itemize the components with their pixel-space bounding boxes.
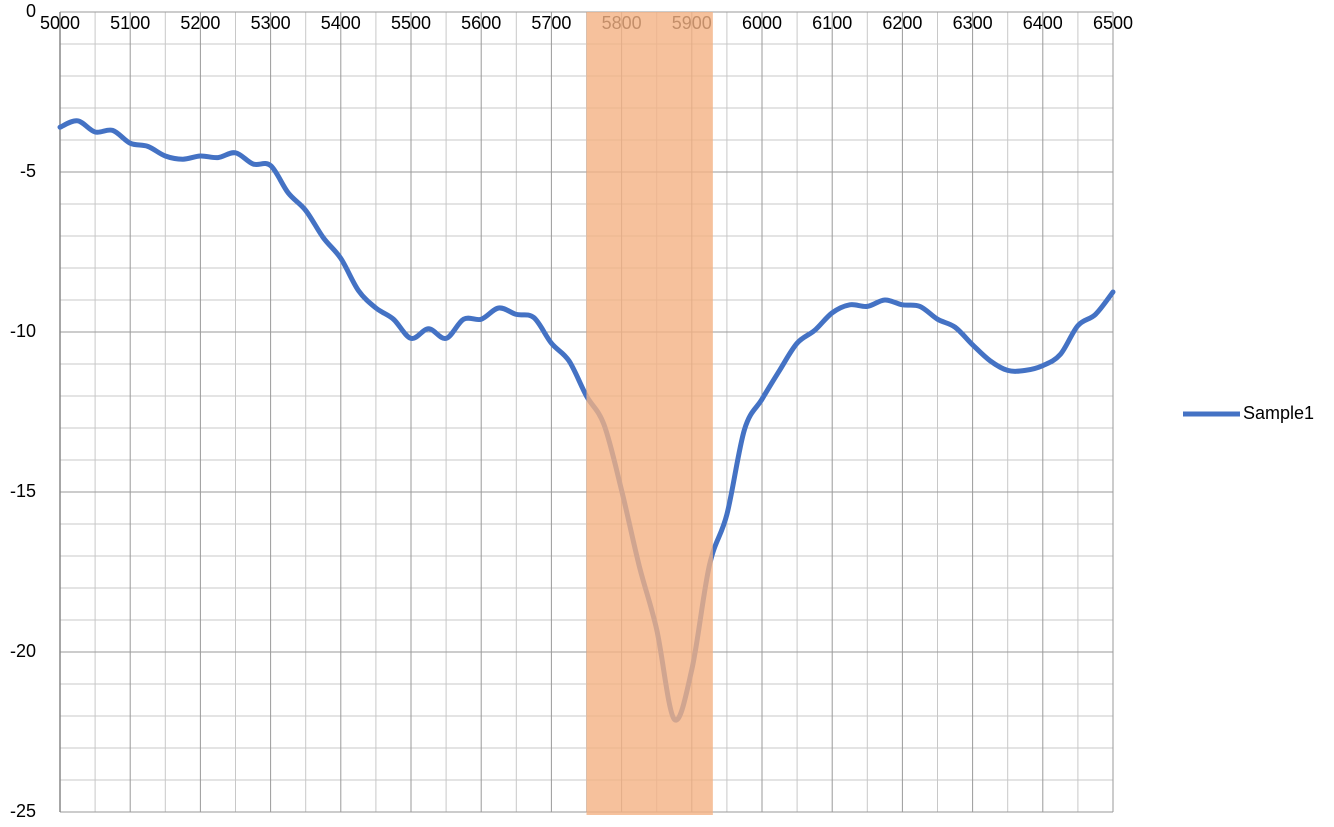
x-tick-label: 5100 <box>110 13 150 33</box>
y-tick-label: -20 <box>10 641 36 661</box>
x-tick-label: 5200 <box>180 13 220 33</box>
x-tick-label: 5600 <box>461 13 501 33</box>
y-tick-label: -5 <box>20 161 36 181</box>
x-tick-label: 6100 <box>812 13 852 33</box>
x-tick-label: 6500 <box>1093 13 1133 33</box>
y-tick-label: 0 <box>26 1 36 21</box>
x-tick-label: 5300 <box>251 13 291 33</box>
highlight-band <box>586 12 713 815</box>
x-tick-label: 6300 <box>953 13 993 33</box>
x-tick-label: 6200 <box>882 13 922 33</box>
y-tick-label: -25 <box>10 801 36 821</box>
y-tick-label: -15 <box>10 481 36 501</box>
x-tick-label: 5500 <box>391 13 431 33</box>
x-tick-label: 5700 <box>531 13 571 33</box>
y-tick-label: -10 <box>10 321 36 341</box>
legend-label: Sample1 <box>1243 403 1314 423</box>
x-tick-label: 6000 <box>742 13 782 33</box>
x-tick-label: 5400 <box>321 13 361 33</box>
x-tick-label: 6400 <box>1023 13 1063 33</box>
